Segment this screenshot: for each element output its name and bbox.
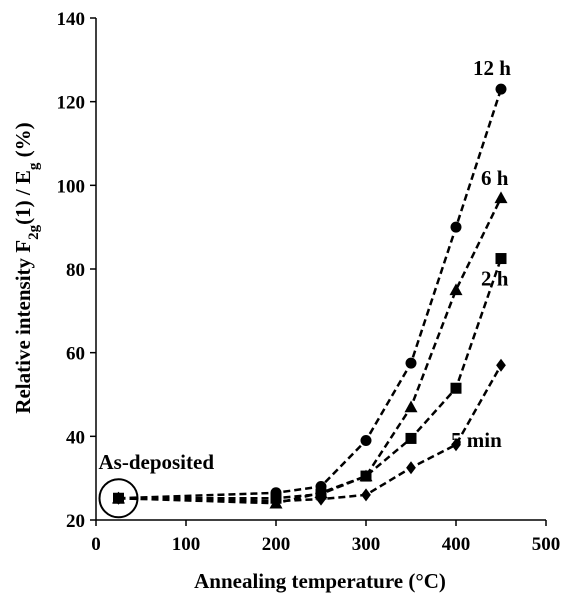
data-point-diamond: [451, 438, 461, 452]
data-point-diamond: [113, 491, 124, 505]
y-axis-title-part: (1) / E: [11, 170, 35, 225]
x-tick-label: 500: [532, 534, 561, 555]
data-point-diamond: [496, 358, 506, 372]
x-tick-label: 300: [352, 534, 381, 555]
x-axis-ticks: 0 100 200 300 400 500: [91, 520, 560, 555]
data-point-circle: [360, 435, 372, 447]
y-axis-title-part: (%): [11, 122, 35, 162]
series-label: 6 h: [481, 166, 509, 190]
series-label: 2 h: [481, 267, 509, 291]
series-line: [118, 88, 503, 500]
data-point-triangle: [494, 191, 508, 204]
data-point-square: [450, 382, 462, 394]
x-tick-label: 400: [442, 534, 471, 555]
y-axis-title-part: Relative intensity F: [11, 240, 35, 414]
y-tick-label: 120: [57, 93, 86, 114]
data-point-diamond: [406, 461, 416, 475]
annotation-label: As-deposited: [99, 450, 215, 474]
data-point-triangle: [404, 400, 418, 413]
y-axis-title-subscript: 2g: [26, 224, 42, 240]
data-point-triangle: [449, 283, 463, 296]
y-tick-label: 20: [66, 511, 85, 532]
y-tick-label: 40: [66, 427, 85, 448]
data-point-circle: [405, 357, 417, 369]
x-axis-title: Annealing temperature (°C): [194, 569, 446, 593]
y-tick-label: 140: [57, 9, 86, 30]
y-axis-title: Relative intensity F2g(1) / Eg (%): [11, 122, 42, 413]
y-tick-label: 60: [66, 344, 85, 365]
y-tick-label: 100: [57, 176, 86, 197]
x-tick-label: 200: [262, 534, 291, 555]
series-label: 12 h: [473, 56, 511, 80]
series-labels: 12 h 6 h 2 h 5 min: [451, 56, 511, 452]
x-tick-label: 100: [172, 534, 201, 555]
series-layer: [112, 83, 508, 509]
data-point-circle: [495, 83, 507, 95]
data-point-circle: [450, 221, 462, 233]
x-tick-label: 0: [91, 534, 101, 555]
series-line: [118, 364, 503, 503]
series: [113, 83, 507, 504]
y-axis-title-subscript: g: [26, 162, 42, 170]
data-point-square: [360, 470, 372, 482]
y-axis-ticks: 20 40 60 80 100 120 140: [57, 9, 96, 532]
annotation-circle: [98, 478, 139, 519]
data-point-diamond: [271, 494, 281, 508]
annotation-layer: As-deposited: [98, 450, 215, 519]
data-point-diamond: [316, 492, 326, 506]
y-tick-label: 80: [66, 260, 85, 281]
data-point-diamond: [361, 488, 371, 502]
data-point-square: [495, 253, 507, 265]
data-point-square: [405, 432, 417, 444]
series: [113, 358, 506, 508]
series-label: 5 min: [451, 428, 502, 452]
